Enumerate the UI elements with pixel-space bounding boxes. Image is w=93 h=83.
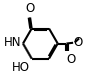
Text: O: O: [25, 2, 35, 15]
Text: O: O: [67, 53, 76, 66]
Text: O: O: [73, 36, 83, 49]
Text: HN: HN: [4, 36, 21, 49]
Text: HO: HO: [12, 61, 30, 74]
